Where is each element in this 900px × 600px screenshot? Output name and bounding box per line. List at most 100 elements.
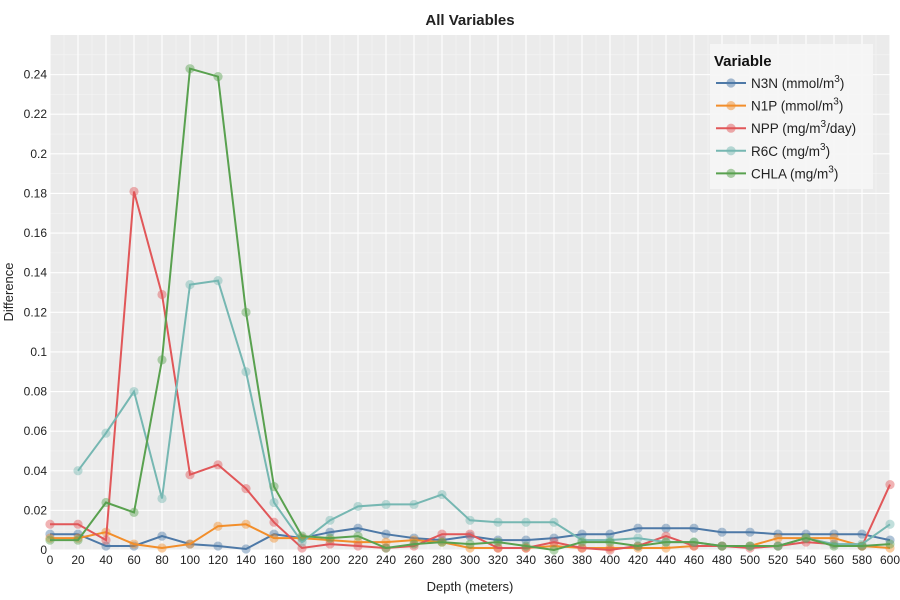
data-point-n3n <box>885 535 895 545</box>
data-point-n3n <box>717 527 727 537</box>
data-point-n1p <box>773 533 783 543</box>
data-point-chla <box>717 541 727 551</box>
data-point-r6c <box>437 489 447 500</box>
data-point-npp <box>353 541 363 551</box>
data-point-n3n <box>745 527 755 537</box>
series-line-chla <box>50 67 891 552</box>
y-tick-label: 0.1 <box>30 345 47 359</box>
x-tick-label: 20 <box>71 553 85 567</box>
x-tick-label: 500 <box>740 553 760 567</box>
data-point-chla <box>157 355 167 365</box>
y-tick-label: 0.14 <box>24 266 48 280</box>
data-point-chla <box>633 541 643 551</box>
data-point-r6c <box>409 499 419 510</box>
x-tick-label: 220 <box>348 553 368 567</box>
legend-label: R6C (mg/m3) <box>751 142 830 159</box>
data-point-n3n <box>521 535 531 545</box>
data-point-chla <box>549 545 559 555</box>
legend-label: NPP (mg/m3/day) <box>751 119 856 136</box>
data-point-chla <box>297 531 307 541</box>
data-point-n3n <box>353 523 363 533</box>
data-point-n1p <box>213 521 223 531</box>
y-tick-label: 0.24 <box>24 68 48 82</box>
x-tick-label: 460 <box>684 553 704 567</box>
data-point-npp <box>689 541 699 551</box>
data-point-chla <box>213 71 223 82</box>
series-chla <box>45 64 895 555</box>
legend-swatch-marker <box>726 123 736 133</box>
legend: Variable N3N (mmol/m3) N1P (mmol/m3) NPP (… <box>710 44 873 189</box>
x-tick-label: 600 <box>880 553 900 567</box>
data-point-chla <box>129 507 139 517</box>
data-point-npp <box>73 519 83 529</box>
data-point-n1p <box>157 543 167 553</box>
y-tick-label: 0.02 <box>24 503 48 517</box>
data-point-chla <box>493 537 503 547</box>
data-point-chla <box>885 539 895 549</box>
x-tick-label: 320 <box>488 553 508 567</box>
legend-item-r6c: R6C (mg/m3) <box>716 142 830 159</box>
data-point-n3n <box>101 541 111 551</box>
series-line-npp <box>50 191 891 552</box>
data-point-chla <box>773 541 783 551</box>
data-point-chla <box>801 533 811 543</box>
data-point-n3n <box>549 533 559 543</box>
data-point-npp <box>185 470 195 480</box>
data-point-npp <box>129 186 139 197</box>
data-point-n1p <box>465 543 475 553</box>
data-point-n3n <box>605 529 615 539</box>
y-ticks: 0 0.02 0.04 0.06 0.08 0.1 0.12 0.14 0.16 0.18 0.2 0… <box>24 68 48 557</box>
data-point-r6c <box>297 537 307 547</box>
x-tick-label: 400 <box>600 553 620 567</box>
x-tick-label: 560 <box>824 553 844 567</box>
data-point-r6c <box>73 466 83 476</box>
legend-swatch-marker <box>726 78 736 88</box>
x-tick-label: 520 <box>768 553 788 567</box>
data-point-n3n <box>857 529 867 539</box>
data-point-n3n <box>689 523 699 533</box>
data-point-chla <box>605 537 615 547</box>
x-tick-label: 240 <box>376 553 396 567</box>
legend-label: N3N (mmol/m3) <box>751 74 844 91</box>
y-tick-label: 0.2 <box>30 147 47 161</box>
x-tick-label: 300 <box>460 553 480 567</box>
series-npp <box>45 186 895 555</box>
x-tick-label: 200 <box>320 553 340 567</box>
legend-background <box>710 44 873 189</box>
data-point-n1p <box>269 533 279 543</box>
data-point-chla <box>577 537 587 547</box>
x-tick-label: 580 <box>852 553 872 567</box>
y-tick-label: 0.16 <box>24 226 48 240</box>
data-point-npp <box>465 529 475 539</box>
data-point-npp <box>325 539 335 549</box>
x-tick-label: 540 <box>796 553 816 567</box>
data-point-n1p <box>661 543 671 553</box>
legend-item-n3n: N3N (mmol/m3) <box>716 74 844 91</box>
data-point-chla <box>745 541 755 551</box>
y-tick-label: 0.22 <box>24 107 48 121</box>
x-tick-label: 100 <box>180 553 200 567</box>
x-tick-label: 80 <box>155 553 169 567</box>
data-point-npp <box>885 480 895 490</box>
data-point-r6c <box>885 519 895 529</box>
data-point-npp <box>297 543 307 553</box>
x-tick-label: 160 <box>264 553 284 567</box>
data-point-n1p <box>241 519 251 529</box>
data-point-chla <box>269 482 279 492</box>
data-point-chla <box>381 543 391 553</box>
x-tick-label: 380 <box>572 553 592 567</box>
data-point-chla <box>661 537 671 547</box>
data-point-r6c <box>465 515 475 525</box>
legend-item-npp: NPP (mg/m3/day) <box>716 119 856 136</box>
data-point-npp <box>101 535 111 545</box>
x-tick-label: 120 <box>208 553 228 567</box>
x-tick-label: 340 <box>516 553 536 567</box>
data-point-n3n <box>213 541 223 551</box>
legend-swatch-marker <box>726 146 736 156</box>
data-point-chla <box>185 64 195 74</box>
series-layer <box>45 64 895 555</box>
data-point-chla <box>437 537 447 547</box>
data-point-chla <box>465 539 475 549</box>
data-point-n1p <box>409 535 419 545</box>
data-point-chla <box>409 539 419 549</box>
